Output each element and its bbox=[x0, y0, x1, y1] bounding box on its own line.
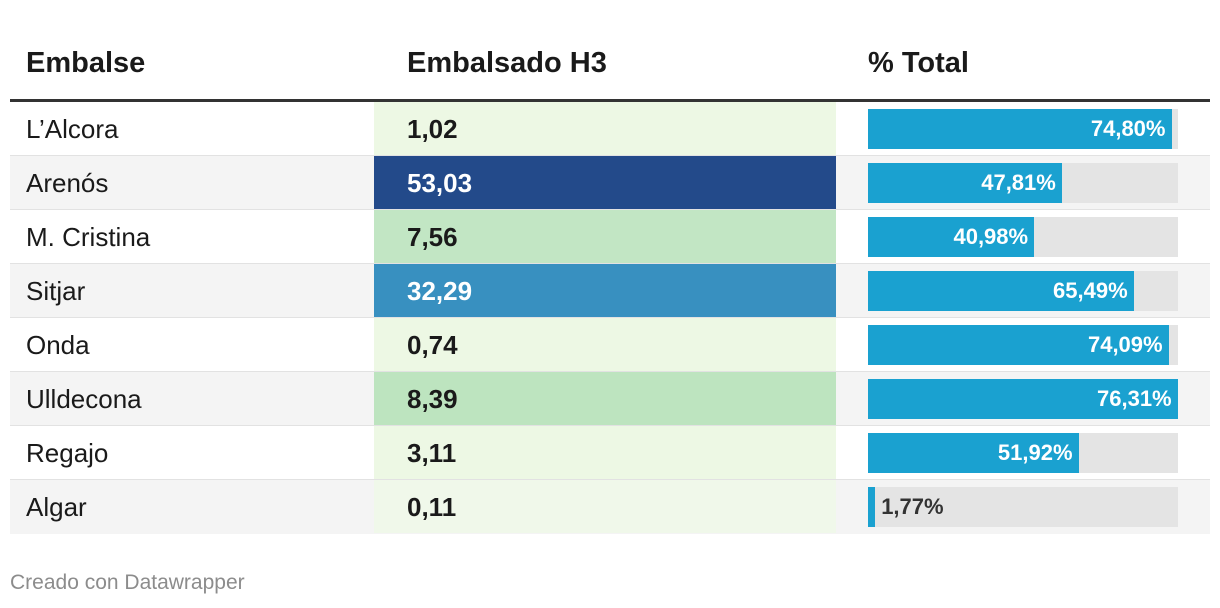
row-embalse-name: Arenós bbox=[26, 168, 109, 198]
row-pct-bar bbox=[868, 379, 1178, 419]
row-embalse-name: Regajo bbox=[26, 438, 109, 468]
row-pct-track: 74,09% bbox=[868, 325, 1178, 365]
table-row: Arenós 53,03 47,81% bbox=[10, 156, 1210, 210]
row-volume-cell: 32,29 bbox=[374, 264, 836, 317]
table-row: Regajo 3,11 51,92% bbox=[10, 426, 1210, 480]
table-header: Embalse Embalsado H3 % Total bbox=[10, 0, 1210, 102]
table-row: Algar 0,11 1,77% bbox=[10, 480, 1210, 534]
row-pct-bar bbox=[868, 271, 1135, 311]
row-pct-label: 65,49% bbox=[1053, 278, 1128, 303]
table-row: L’Alcora 1,02 74,80% bbox=[10, 102, 1210, 156]
row-pct-bar bbox=[868, 433, 1079, 473]
row-volume-cell: 3,11 bbox=[374, 426, 836, 479]
row-pct-label: 74,09% bbox=[1087, 332, 1163, 357]
row-pct-track: 51,92% bbox=[868, 433, 1178, 473]
row-volume-cell: 0,11 bbox=[374, 480, 836, 533]
row-volume-cell: 0,74 bbox=[374, 318, 836, 371]
column-header-embalse[interactable]: Embalse bbox=[26, 47, 146, 79]
row-embalse-name: Sitjar bbox=[26, 276, 86, 306]
table-row: Ulldecona 8,39 76,31% bbox=[10, 372, 1210, 426]
row-volume-cell: 1,02 bbox=[374, 102, 836, 155]
row-volume-cell: 53,03 bbox=[374, 156, 836, 209]
row-embalse-name: Ulldecona bbox=[26, 384, 142, 414]
row-pct-label: 40,98% bbox=[953, 224, 1029, 249]
row-pct-label: 74,80% bbox=[1090, 116, 1166, 141]
row-pct-label: 47,81% bbox=[981, 170, 1056, 195]
row-pct-label: 1,77% bbox=[881, 494, 944, 519]
row-volume-cell: 7,56 bbox=[374, 210, 836, 263]
row-pct-track: 76,31% bbox=[868, 379, 1178, 419]
column-header-embalsado[interactable]: Embalsado H3 bbox=[407, 47, 607, 79]
row-pct-bar bbox=[868, 325, 1169, 365]
row-embalse-name: Algar bbox=[26, 492, 87, 522]
row-embalse-name: L’Alcora bbox=[26, 114, 119, 144]
row-pct-label: 51,92% bbox=[997, 440, 1073, 465]
row-pct-track: 47,81% bbox=[868, 163, 1178, 203]
row-pct-bar bbox=[868, 109, 1172, 149]
row-pct-track: 74,80% bbox=[868, 109, 1178, 149]
column-header-pct-total[interactable]: % Total bbox=[868, 47, 969, 79]
row-pct-track: 65,49% bbox=[868, 271, 1178, 311]
table-row: Onda 0,74 74,09% bbox=[10, 318, 1210, 372]
row-pct-bar bbox=[868, 163, 1063, 203]
row-embalse-name: Onda bbox=[26, 330, 90, 360]
row-pct-track: 1,77% bbox=[868, 487, 1178, 527]
row-pct-bar bbox=[868, 487, 876, 527]
footer-credit[interactable]: Creado con Datawrapper bbox=[10, 571, 245, 594]
row-volume-cell: 8,39 bbox=[374, 372, 836, 425]
row-pct-track: 40,98% bbox=[868, 217, 1178, 257]
table-row: Sitjar 32,29 65,49% bbox=[10, 264, 1210, 318]
row-embalse-name: M. Cristina bbox=[26, 222, 151, 252]
table-body: L’Alcora 1,02 74,80% Arenós 53,03 47,81% M. Cr… bbox=[10, 102, 1210, 534]
data-table: Embalse Embalsado H3 % Total L’Alcora 1,0… bbox=[10, 0, 1210, 534]
row-pct-label: 76,31% bbox=[1097, 386, 1172, 411]
table-row: M. Cristina 7,56 40,98% bbox=[10, 210, 1210, 264]
row-pct-bar bbox=[868, 217, 1035, 257]
